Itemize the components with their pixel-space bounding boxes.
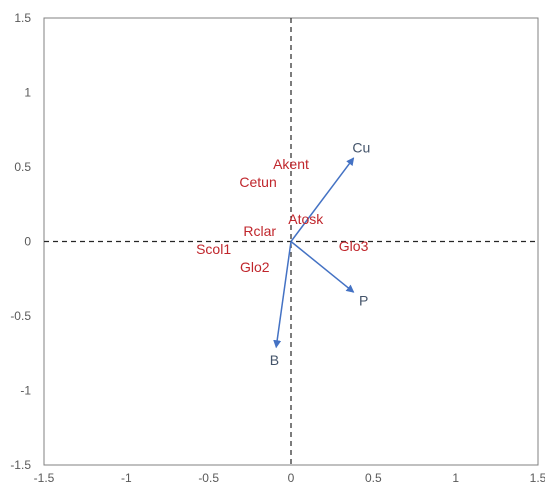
vector-label-p: P [359,292,368,308]
vector-label-cu: Cu [352,140,370,156]
vector-arrows: Cu P B [270,140,371,369]
y-tick-label: -0.5 [10,309,31,323]
vector-arrow-b [273,241,292,349]
species-label-cetun: Cetun [239,174,276,190]
vector-arrow-p [290,240,355,293]
x-tick-label: 0.5 [365,471,382,485]
x-tick-label: 0 [288,471,295,485]
vector-label-b: B [270,352,279,368]
x-tick-label: -0.5 [198,471,219,485]
species-label-scol1: Scol1 [196,241,231,257]
species-label-glo3: Glo3 [339,238,369,254]
y-tick-label: -1.5 [10,458,31,472]
species-labels: Akent Cetun Atosk Rclar Scol1 Glo2 Glo3 [196,156,368,275]
y-tick-label: 0.5 [14,160,31,174]
x-tick-label: 1.5 [530,471,545,485]
y-tick-label: -1 [20,384,31,398]
x-tick-label: -1 [121,471,132,485]
species-label-atosk: Atosk [288,211,324,227]
y-tick-label: 1 [24,86,31,100]
species-label-rclar: Rclar [243,223,276,239]
species-label-glo2: Glo2 [240,259,270,275]
species-label-akent: Akent [273,156,309,172]
vector-arrow-cu [290,157,355,242]
x-tick-label: 1 [452,471,459,485]
y-axis-tick-labels: -1.5 -1 -0.5 0 0.5 1 1.5 [10,11,31,472]
x-axis-tick-labels: -1.5 -1 -0.5 0 0.5 1 1.5 [34,471,545,485]
y-tick-label: 0 [24,235,31,249]
x-tick-label: -1.5 [34,471,55,485]
y-tick-label: 1.5 [14,11,31,25]
